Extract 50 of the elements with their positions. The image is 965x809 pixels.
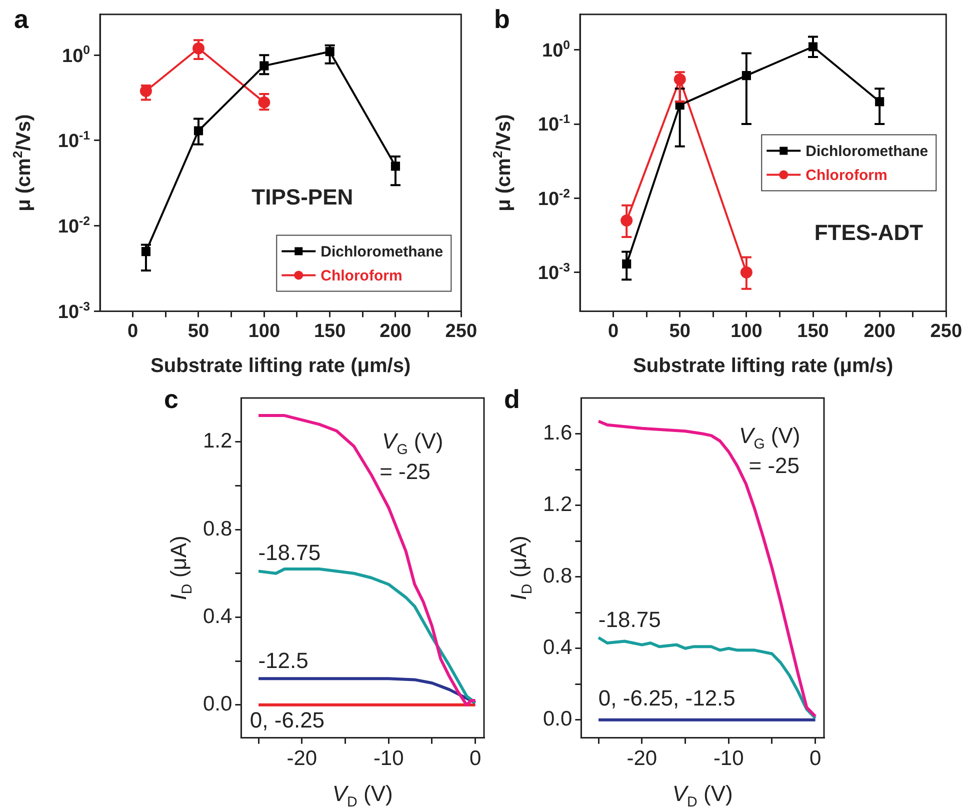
legend-label: Dichloromethane [320,243,444,260]
annotation: -18.75 [258,540,321,566]
x-tick-label: 100 [248,320,280,342]
y-tick-label: 0.8 [542,564,572,588]
y-tick-label: 1.2 [202,430,232,453]
y-axis-title: ID (μA) [506,536,536,600]
x-axis-title: Substrate lifting rate (μm/s) [633,355,894,377]
annotation: = -25 [380,459,430,484]
legend-label: Chloroform [806,166,888,184]
annotation: -12.5 [258,648,308,673]
y-tick-label: 0.4 [202,605,233,628]
y-tick-label: 0.8 [202,517,232,540]
x-tick-label: -10 [373,747,404,770]
annotation: FTES-ADT [814,220,924,245]
x-tick-label: 200 [864,320,896,342]
x-tick-label: 200 [380,320,412,342]
y-tick-label: 0.0 [202,692,232,716]
annotation: 0, -6.25 [250,708,325,733]
x-tick-label: 0 [809,747,822,770]
x-tick-label: -10 [713,747,744,770]
chart-title: d [504,384,520,414]
x-axis-title: Substrate lifting rate (μm/s) [150,355,411,377]
y-axis-title: ID (μA) [166,536,196,600]
x-tick-label: -20 [626,747,658,770]
y-tick-label: 1.6 [542,422,572,445]
x-tick-label: 0 [469,747,482,770]
chart-title: c [164,384,178,414]
x-tick-label: 150 [797,320,829,342]
annotation: 0, -6.25, -12.5 [598,686,736,711]
x-tick-label: -20 [286,747,318,770]
legend-label: Dichloromethane [806,142,928,160]
annotation: = -25 [748,453,800,478]
x-tick-label: 0 [128,320,138,342]
annotation: -18.75 [598,607,661,632]
y-tick-label: 0.0 [542,708,572,731]
x-tick-label: 150 [314,320,346,342]
chart-title: b [494,4,510,34]
annotation: TIPS-PEN [252,184,354,210]
x-tick-label: 0 [608,320,619,342]
x-tick-label: 50 [188,320,210,342]
x-tick-label: 250 [930,320,962,342]
x-tick-label: 100 [730,320,762,342]
y-axis-title: μ (cm2/Vs) [10,114,35,212]
x-tick-label: 50 [669,320,690,342]
x-tick-label: 250 [445,320,477,342]
y-tick-label: 0.4 [542,636,573,660]
y-tick-label: 1.2 [542,493,572,516]
y-axis-title: μ (cm2/Vs) [490,114,515,212]
chart-title: a [14,4,29,34]
legend-label: Chloroform [320,267,402,284]
